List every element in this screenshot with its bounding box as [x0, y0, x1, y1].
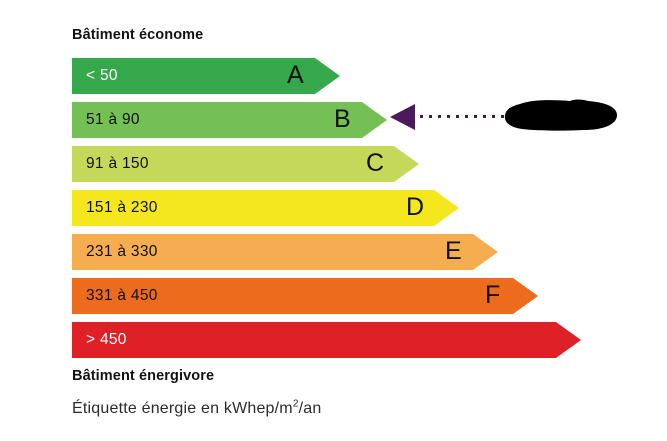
bar-range-label-c: 91 à 150 [86, 155, 149, 172]
bar-class-letter-b: B [334, 105, 351, 133]
energy-class-bar-e: 231 à 330 E [72, 234, 498, 270]
caption-energy-intensive-building: Bâtiment énergivore [72, 368, 215, 384]
bar-arrow-shape-e [72, 234, 498, 270]
unit-caption: Étiquette énergie en kWhep/m2/an [72, 398, 322, 418]
bar-class-letter-d: D [406, 193, 425, 221]
bar-arrow-shape-g [72, 322, 581, 358]
energy-class-bar-a: < 50 A [72, 58, 340, 94]
bar-arrow-shape-f [72, 278, 538, 314]
bar-range-label-g: > 450 [86, 331, 127, 348]
bar-class-letter-e: E [445, 237, 462, 265]
unit-caption-suffix: /an [298, 400, 322, 417]
bar-class-letter-c: C [366, 149, 385, 177]
bar-range-label-f: 331 à 450 [86, 287, 158, 304]
bar-arrow-shape-b [72, 102, 387, 138]
bar-range-label-b: 51 à 90 [86, 111, 140, 128]
bar-range-label-a: < 50 [86, 67, 118, 84]
energy-class-bar-g: > 450 [72, 322, 581, 358]
bar-arrow-shape-c [72, 146, 419, 182]
energy-class-bar-c: 91 à 150 C [72, 146, 419, 182]
energy-class-bar-f: 331 à 450 F [72, 278, 538, 314]
bar-class-letter-f: F [485, 281, 501, 309]
bar-arrow-shape-d [72, 190, 459, 226]
unit-caption-exponent: 2 [292, 398, 299, 410]
bar-arrow-shape-a [72, 58, 340, 94]
unit-caption-prefix: Étiquette énergie en kWhep/m [72, 400, 293, 417]
energy-class-bar-b: 51 à 90 B [72, 102, 387, 138]
caption-economical-building: Bâtiment économe [72, 27, 204, 43]
bar-range-label-e: 231 à 330 [86, 243, 158, 260]
bar-range-label-d: 151 à 230 [86, 199, 158, 216]
bar-class-letter-a: A [287, 61, 304, 89]
energy-class-bar-d: 151 à 230 D [72, 190, 459, 226]
